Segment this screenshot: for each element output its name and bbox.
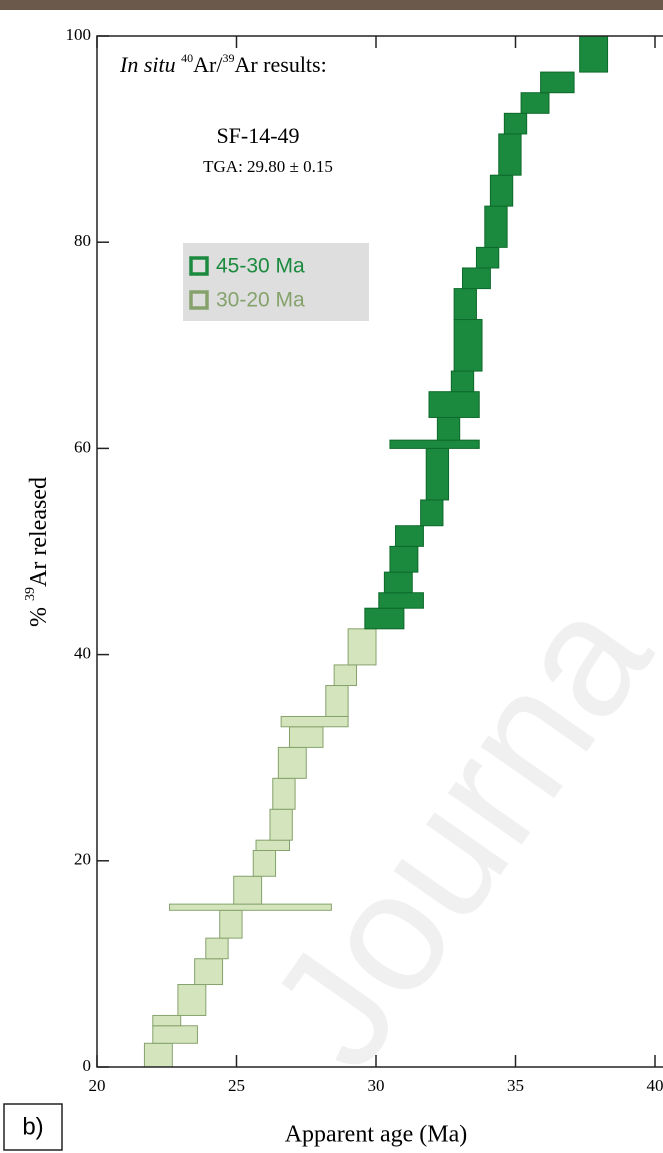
y-tick-label: 20: [74, 850, 91, 869]
step-box: [503, 112, 528, 135]
y-label-part: %: [26, 601, 52, 627]
title-part: Ar/: [193, 52, 223, 77]
step-box: [378, 592, 424, 609]
y-tick-label: 0: [83, 1056, 92, 1075]
plot-frame: [96, 35, 663, 1068]
x-tick-label: 20: [89, 1076, 106, 1095]
x-tick-label: 35: [507, 1076, 524, 1095]
step-box: [436, 416, 461, 441]
title-part: Ar results:: [234, 52, 326, 77]
step-box: [143, 1042, 173, 1068]
plot: [143, 35, 609, 1068]
y-axis-label: % 39Ar released: [23, 477, 51, 627]
step-box: [389, 545, 419, 573]
x-axis-label: Apparent age (Ma): [285, 1122, 468, 1148]
x-tick-label: 40: [647, 1076, 663, 1095]
step-box: [347, 628, 377, 666]
step-box: [333, 664, 357, 687]
step-box: [395, 525, 424, 547]
step-box: [233, 875, 263, 905]
step-box: [484, 205, 508, 248]
step-box: [389, 439, 480, 449]
step-box: [364, 607, 405, 630]
step-box: [325, 685, 349, 717]
step-box: [252, 849, 277, 877]
legend-label: 30-20 Ma: [216, 289, 305, 312]
step-box: [450, 370, 475, 393]
step-box: [205, 937, 229, 960]
legend-swatch: [189, 256, 209, 276]
y-tick-label: 40: [74, 644, 91, 663]
step-box: [255, 839, 291, 851]
watermark: Journa: [232, 565, 663, 1100]
y-label-part: Ar released: [26, 477, 52, 587]
y-label-part: 39: [23, 587, 38, 601]
legend: 45-30 Ma 30-20 Ma: [183, 243, 369, 321]
title-part: In situ: [119, 52, 176, 77]
step-box: [540, 71, 575, 94]
sample-name: SF-14-49: [216, 123, 299, 148]
tga-label: TGA: 29.80 ± 0.15: [203, 157, 333, 176]
step-box: [498, 133, 522, 176]
step-box: [420, 499, 444, 527]
panel-label: b): [22, 1113, 43, 1140]
step-box: [475, 246, 500, 269]
step-box: [269, 808, 293, 841]
step-box: [152, 1025, 198, 1044]
step-box: [194, 958, 224, 986]
step-box: [453, 288, 477, 321]
chart-title: In situ 40Ar/39Ar results:: [119, 51, 327, 77]
top-strip: [0, 0, 663, 10]
legend-swatch: [189, 290, 209, 310]
step-box: [280, 715, 349, 728]
legend-label: 45-30 Ma: [216, 255, 305, 278]
title-part: 40: [181, 51, 193, 65]
step-box: [219, 909, 243, 939]
legend-box: [183, 243, 369, 321]
step-box: [152, 1014, 182, 1027]
step-box: [383, 571, 413, 594]
y-tick-label: 80: [74, 231, 91, 250]
x-tick-label: 25: [228, 1076, 245, 1095]
panel-label-box: [3, 1103, 63, 1151]
step-box: [428, 391, 480, 418]
step-box: [461, 267, 491, 290]
x-tick-label: 30: [368, 1076, 385, 1095]
step-box: [277, 746, 307, 779]
y-tick-label: 60: [74, 437, 91, 456]
step-box: [520, 92, 550, 114]
title-part: 39: [222, 51, 234, 65]
step-box: [177, 984, 207, 1016]
step-box: [289, 726, 324, 748]
step-box: [489, 174, 514, 207]
step-box: [453, 319, 483, 372]
step-box: [425, 447, 450, 501]
step-box: [272, 777, 296, 810]
y-tick-label: 100: [66, 25, 92, 44]
step-box: [579, 35, 609, 73]
